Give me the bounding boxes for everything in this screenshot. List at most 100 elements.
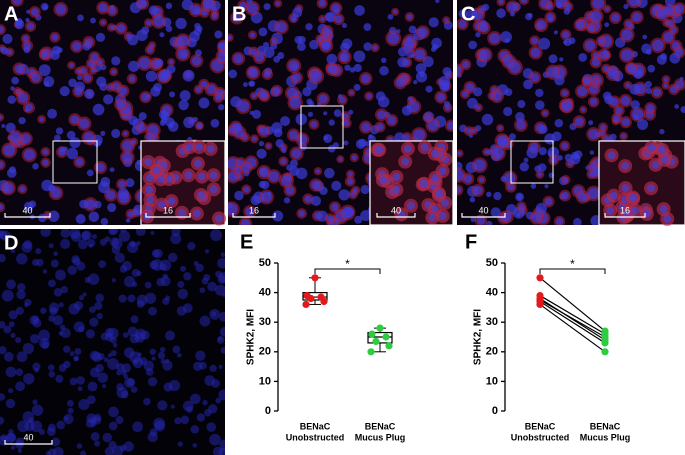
nucleus <box>403 39 415 51</box>
scale-bar <box>376 213 416 218</box>
nucleus <box>478 177 485 183</box>
nucleus <box>309 39 319 50</box>
nucleus <box>547 66 559 78</box>
nucleus <box>111 245 121 255</box>
nucleus <box>153 82 163 92</box>
panel-label: F <box>465 231 477 253</box>
nucleus <box>413 129 426 142</box>
nucleus <box>259 126 269 136</box>
nucleus <box>486 220 493 225</box>
nucleus <box>662 6 670 14</box>
nucleus <box>376 110 386 120</box>
nucleus <box>262 41 270 49</box>
nucleus <box>63 360 71 369</box>
zoom-nucleus <box>430 149 439 158</box>
data-point <box>367 348 375 356</box>
nucleus <box>169 91 176 98</box>
nucleus <box>568 37 576 45</box>
zoom-nucleus <box>156 175 165 184</box>
nucleus <box>42 269 48 274</box>
nucleus <box>530 73 540 82</box>
nucleus <box>473 185 483 196</box>
nucleus <box>138 123 146 132</box>
nucleus <box>120 369 127 376</box>
y-tick-label: 0 <box>492 405 498 417</box>
nucleus <box>180 415 190 425</box>
nucleus <box>531 213 542 223</box>
nucleus <box>198 361 207 370</box>
nucleus <box>69 351 75 357</box>
nucleus <box>498 0 504 5</box>
nucleus <box>217 42 225 49</box>
data-point <box>302 300 310 309</box>
nucleus <box>387 13 394 20</box>
nucleus <box>406 37 413 43</box>
nucleus <box>110 350 117 357</box>
nucleus <box>143 397 151 406</box>
zoom-nucleus <box>397 210 406 219</box>
nucleus <box>623 3 629 10</box>
nucleus <box>489 32 500 44</box>
nucleus <box>177 288 189 300</box>
nucleus <box>182 69 195 82</box>
nucleus <box>23 46 31 54</box>
nucleus <box>69 377 78 386</box>
cells <box>0 229 225 455</box>
nucleus <box>317 36 323 42</box>
nucleus <box>403 133 411 141</box>
nucleus <box>100 130 106 136</box>
nucleus <box>116 362 125 372</box>
nucleus <box>218 311 225 322</box>
nucleus <box>557 155 563 161</box>
nucleus <box>106 190 116 200</box>
nucleus <box>302 87 312 97</box>
scale-bar <box>232 213 276 218</box>
nucleus <box>131 139 137 144</box>
nucleus <box>201 277 209 285</box>
nucleus <box>575 20 584 30</box>
nucleus <box>79 118 90 129</box>
nucleus <box>77 239 88 250</box>
zoom-nucleus <box>206 144 215 153</box>
nucleus <box>652 88 662 97</box>
nucleus <box>647 64 656 73</box>
pair-line <box>539 303 606 353</box>
nucleus <box>108 6 117 15</box>
zoom-nucleus <box>403 144 412 153</box>
nucleus <box>8 429 14 435</box>
nucleus <box>24 420 35 432</box>
nucleus <box>561 100 573 112</box>
nucleus <box>205 249 210 254</box>
nucleus <box>667 20 675 27</box>
nucleus <box>107 358 119 370</box>
y-axis-label: SPHK2, MFI <box>246 309 257 365</box>
nucleus <box>588 120 594 126</box>
nucleus <box>387 116 397 125</box>
nucleus <box>517 100 526 109</box>
nucleus <box>481 113 494 126</box>
y-tick-label: 50 <box>259 257 271 269</box>
nucleus <box>424 114 431 121</box>
nucleus <box>562 177 569 183</box>
nucleus <box>12 0 22 5</box>
nucleus <box>602 91 612 101</box>
nucleus <box>249 32 256 38</box>
nucleus <box>29 333 40 344</box>
nucleus <box>73 300 84 311</box>
nucleus <box>140 330 150 340</box>
nucleus <box>218 104 225 111</box>
nucleus <box>310 120 318 128</box>
nucleus <box>208 404 218 414</box>
nucleus <box>148 5 159 16</box>
nucleus <box>58 302 64 308</box>
nucleus <box>211 13 218 20</box>
nucleus <box>47 423 56 432</box>
nucleus <box>202 0 215 11</box>
nucleus <box>419 71 425 78</box>
nucleus <box>609 133 617 141</box>
nucleus <box>8 321 15 328</box>
nucleus <box>626 63 636 74</box>
nucleus <box>620 95 631 106</box>
nucleus <box>387 32 400 45</box>
nucleus <box>48 315 55 322</box>
